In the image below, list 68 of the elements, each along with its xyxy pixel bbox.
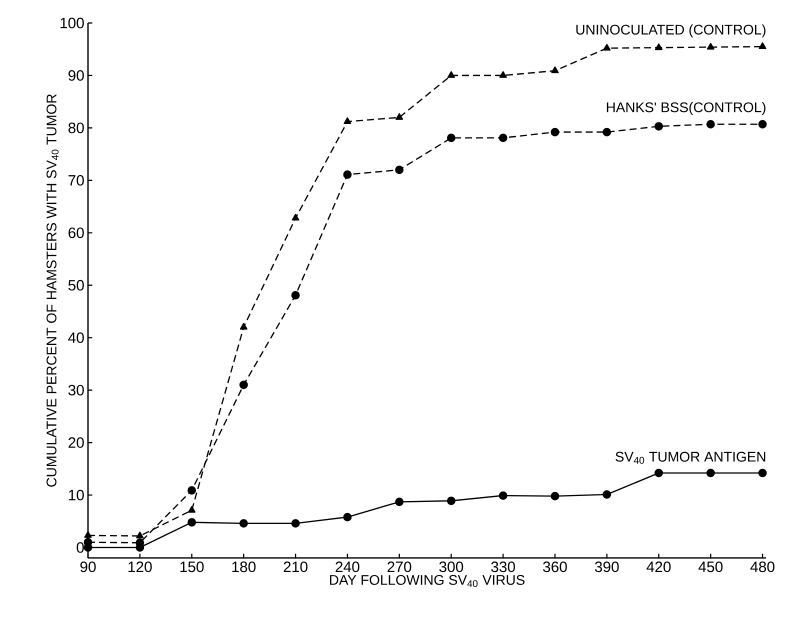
x-axis-title: DAY FOLLOWING SV$_{40}$ VIRUS	[330, 574, 525, 588]
point	[188, 486, 196, 495]
point	[706, 42, 714, 50]
y-tick-label: 50	[68, 280, 84, 291]
point	[602, 490, 612, 499]
series-label: HANKS' BSS(CONTROL)	[606, 102, 766, 116]
point	[603, 44, 611, 51]
x-tick-label: 180	[232, 562, 256, 572]
point	[396, 113, 404, 120]
series-label: UNINOCULATED (CONTROL)	[576, 24, 766, 38]
x-tick-label: 270	[388, 562, 412, 572]
point	[499, 71, 507, 78]
point	[550, 128, 560, 136]
x-tick-label: 300	[439, 562, 464, 572]
y-tick-label: 30	[68, 384, 84, 396]
point	[291, 290, 300, 300]
point	[758, 42, 766, 50]
point	[446, 496, 456, 506]
x-tick-label: 90	[80, 562, 96, 572]
y-tick-label: 60	[68, 227, 84, 238]
y-tick-label: 100	[60, 18, 84, 28]
point	[395, 166, 404, 174]
x-tick-label: 420	[646, 562, 671, 572]
point	[706, 468, 715, 478]
x-tick-label: 150	[180, 562, 204, 572]
y-tick-label: 70	[68, 175, 84, 186]
point	[239, 519, 248, 528]
y-tick-label: 40	[68, 332, 84, 343]
point	[654, 468, 664, 478]
x-tick-label: 480	[750, 562, 774, 572]
point	[291, 519, 300, 528]
x-tick-label: 450	[698, 562, 723, 572]
point	[758, 468, 767, 478]
point	[654, 122, 664, 131]
y-tick-label: 90	[68, 70, 84, 81]
point	[136, 532, 144, 538]
x-tick-label: 120	[128, 562, 152, 572]
series-label: SV$_{40}$ TUMOR ANTIGEN	[616, 452, 766, 464]
x-tick-label: 330	[491, 562, 516, 572]
y-tick-label: 10	[68, 490, 84, 500]
point	[343, 512, 352, 522]
point	[240, 322, 248, 330]
point	[239, 380, 248, 390]
y-axis-title: CUMULATIVE PERCENT OF HAMSTERS WITH SV$_{40}$ TUMOR	[46, 94, 59, 487]
point	[446, 134, 456, 142]
point	[447, 71, 455, 78]
y-tick-label: 80	[68, 122, 84, 134]
x-tick-label: 240	[336, 562, 360, 572]
point	[188, 518, 196, 527]
x-tick-label: 360	[543, 562, 567, 572]
point	[551, 66, 559, 74]
point	[758, 120, 767, 128]
y-tick-label: 20	[68, 437, 84, 448]
point	[550, 492, 560, 500]
point	[395, 498, 404, 506]
point	[654, 43, 663, 50]
point	[344, 117, 352, 124]
point	[84, 531, 92, 538]
point	[292, 214, 300, 221]
point	[498, 491, 508, 500]
point	[706, 120, 715, 128]
point	[602, 128, 612, 136]
point	[498, 134, 508, 142]
x-tick-label: 210	[284, 562, 308, 572]
point	[188, 506, 196, 513]
point	[343, 170, 352, 179]
y-tick-label: 0	[76, 542, 84, 553]
x-tick-label: 390	[594, 562, 619, 572]
